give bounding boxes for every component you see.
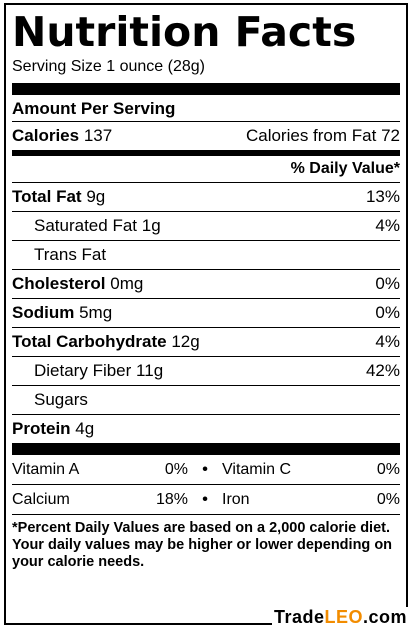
calcium-label: Calcium bbox=[12, 491, 70, 508]
nutrient-row-trans-fat: Trans Fat bbox=[12, 240, 400, 269]
vitamin-c-label: Vitamin C bbox=[222, 461, 292, 478]
mineral-row: Calcium 18% • Iron 0% bbox=[12, 484, 400, 514]
nutrition-label: Nutrition Facts Serving Size 1 ounce (28… bbox=[4, 3, 408, 625]
nutrient-label: Sodium bbox=[12, 303, 75, 322]
nutrient-label: Total Carbohydrate bbox=[12, 332, 167, 351]
nutrient-label: Dietary Fiber bbox=[34, 361, 132, 380]
daily-value-header: % Daily Value* bbox=[290, 160, 400, 177]
bullet-separator: • bbox=[202, 491, 208, 508]
nutrient-amount: 12g bbox=[171, 332, 200, 351]
watermark-logo: TradeLEO.com bbox=[271, 607, 409, 628]
calories-row: Calories 137 Calories from Fat 72 bbox=[12, 121, 400, 150]
nutrient-amount: 0mg bbox=[110, 274, 144, 293]
nutrient-label: Trans Fat bbox=[34, 245, 107, 264]
nutrient-amount: 4g bbox=[75, 419, 95, 438]
nutrient-dv: 13% bbox=[365, 187, 400, 206]
nutrient-row-cholesterol: Cholesterol 0mg 0% bbox=[12, 269, 400, 298]
nutrient-amount: 9g bbox=[86, 187, 106, 206]
nutrient-label: Total Fat bbox=[12, 187, 82, 206]
calories-value: 137 bbox=[83, 126, 113, 145]
thick-divider bbox=[12, 443, 400, 455]
nutrient-amount: 5mg bbox=[79, 303, 113, 322]
iron-dv: 0% bbox=[376, 491, 400, 508]
nutrient-row-total-fat: Total Fat 9g 13% bbox=[12, 182, 400, 211]
nutrient-dv: 42% bbox=[365, 361, 400, 380]
nutrient-label: Sugars bbox=[34, 390, 88, 409]
amount-per-serving: Amount Per Serving bbox=[12, 99, 176, 118]
nutrient-label: Protein bbox=[12, 419, 71, 438]
nutrient-label: Cholesterol bbox=[12, 274, 106, 293]
nutrient-label: Saturated Fat bbox=[34, 216, 138, 235]
nutrient-row-total-carbohydrate: Total Carbohydrate 12g 4% bbox=[12, 327, 400, 356]
footnote: *Percent Daily Values are based on a 2,0… bbox=[12, 514, 400, 571]
serving-size: Serving Size 1 ounce (28g) bbox=[12, 58, 205, 75]
vitamin-row: Vitamin A 0% • Vitamin C 0% bbox=[12, 455, 400, 484]
nutrient-row-sodium: Sodium 5mg 0% bbox=[12, 298, 400, 327]
thick-divider bbox=[12, 83, 400, 95]
vitamin-c-dv: 0% bbox=[376, 461, 400, 478]
nutrient-amount: 11g bbox=[136, 361, 164, 380]
vitamin-a-label: Vitamin A bbox=[12, 461, 80, 478]
nutrient-row-dietary-fiber: Dietary Fiber 11g 42% bbox=[12, 356, 400, 385]
nutrient-row-protein: Protein 4g bbox=[12, 414, 400, 443]
nutrient-dv: 4% bbox=[375, 216, 400, 235]
label-title: Nutrition Facts bbox=[12, 8, 357, 56]
calories-label: Calories bbox=[12, 126, 80, 145]
bullet-separator: • bbox=[202, 461, 208, 478]
iron-label: Iron bbox=[222, 491, 250, 508]
medium-divider bbox=[12, 150, 400, 156]
nutrient-dv: 0% bbox=[375, 303, 400, 322]
nutrient-row-saturated-fat: Saturated Fat 1g 4% bbox=[12, 211, 400, 240]
nutrient-row-sugars: Sugars bbox=[12, 385, 400, 414]
calories-from-fat-value: 72 bbox=[381, 126, 400, 145]
nutrient-amount: 1g bbox=[141, 216, 161, 235]
nutrient-dv: 4% bbox=[375, 332, 400, 351]
calcium-dv: 18% bbox=[155, 491, 188, 508]
calories-from-fat-label: Calories from Fat bbox=[245, 126, 377, 145]
vitamin-a-dv: 0% bbox=[164, 461, 188, 478]
nutrient-dv: 0% bbox=[375, 274, 400, 293]
